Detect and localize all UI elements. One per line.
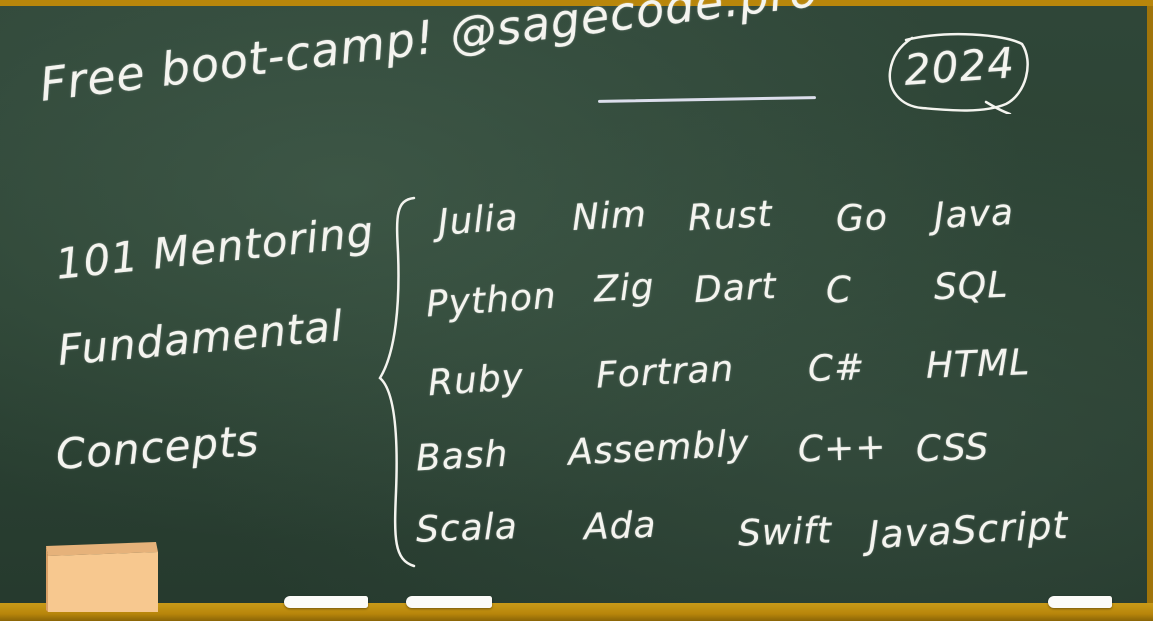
lang-sql: SQL <box>933 264 1009 309</box>
chalkboard <box>0 6 1153 607</box>
lang-java: Java <box>932 191 1016 238</box>
lang-julia: Julia <box>436 197 520 244</box>
left-curly-brace-icon <box>378 196 416 568</box>
lang-css: CSS <box>915 426 990 471</box>
chalk-ledge <box>0 603 1153 621</box>
year-label: 2024 <box>902 38 1017 95</box>
lang-csharp: C# <box>807 347 867 390</box>
lang-c: C <box>825 269 853 312</box>
lang-rust: Rust <box>686 193 774 240</box>
lang-zig: Zig <box>592 266 656 311</box>
lang-html: HTML <box>925 342 1031 387</box>
chalk-stick-icon <box>284 596 368 608</box>
lang-cpp: C++ <box>797 426 888 471</box>
lang-scala: Scala <box>415 506 519 551</box>
eraser-icon <box>46 542 158 612</box>
lang-bash: Bash <box>414 433 510 480</box>
lang-nim: Nim <box>570 194 649 239</box>
lang-fortran: Fortran <box>595 348 736 397</box>
lang-swift: Swift <box>737 510 833 555</box>
lang-dart: Dart <box>692 265 778 312</box>
lang-ada: Ada <box>583 504 658 549</box>
lang-ruby: Ruby <box>426 356 526 405</box>
chalk-stick-icon <box>1048 596 1112 608</box>
year-circle-icon <box>888 33 1029 114</box>
lang-go: Go <box>835 197 889 240</box>
chalk-stick-icon <box>406 596 492 608</box>
